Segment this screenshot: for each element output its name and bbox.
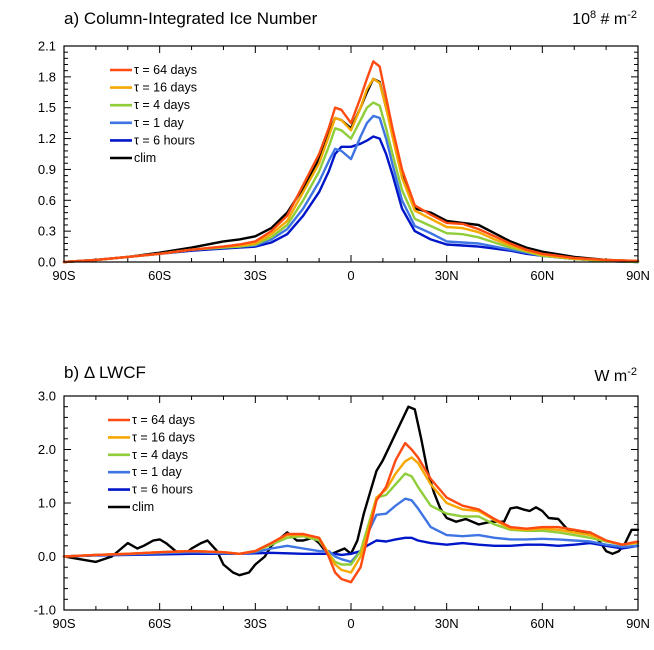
legend-item-tau-4-days: τ = 4 days	[110, 98, 190, 112]
panel-a: a) Column-Integrated Ice Number 108 # m-…	[38, 9, 650, 283]
panel-b-frame	[63, 395, 639, 611]
series-line-tau-64-days	[62, 441, 640, 584]
legend-item-clim: clim	[110, 151, 156, 165]
x-tick-label: 90S	[52, 268, 75, 283]
legend-item-tau-6-hours: τ = 6 hours	[108, 483, 193, 497]
legend-item-tau-6-hours: τ = 6 hours	[110, 133, 195, 147]
legend-label: τ = 1 day	[134, 116, 185, 130]
legend-label: τ = 64 days	[132, 413, 195, 427]
y-tick-label: 3.0	[38, 389, 56, 404]
x-tick-label: 90N	[626, 268, 650, 283]
panel-b: b) Δ LWCF W m-2 90S 60S 30S 0 30N 60N 90N -1.0…	[34, 363, 650, 631]
legend-label: τ = 16 days	[134, 81, 197, 95]
series-line-tau-64-days	[62, 60, 640, 264]
x-tick-label: 60N	[530, 268, 554, 283]
legend-label: τ = 4 days	[132, 448, 188, 462]
legend-label: τ = 6 hours	[132, 483, 193, 497]
y-tick-label: 1.2	[38, 131, 56, 146]
legend-item-tau-16-days: τ = 16 days	[110, 81, 197, 95]
y-tick-label: 1.5	[38, 100, 56, 115]
y-tick-label: 2.1	[38, 39, 56, 54]
legend-item-tau-1-day: τ = 1 day	[110, 116, 185, 130]
y-tick-label: 0.0	[38, 255, 56, 270]
x-tick-label: 30N	[435, 268, 459, 283]
legend-label: τ = 64 days	[134, 63, 197, 77]
legend-label: clim	[134, 151, 156, 165]
panel-a-x-axis: 90S 60S 30S 0 30N 60N 90N	[52, 46, 650, 283]
panel-b-title: b) Δ LWCF	[64, 363, 146, 382]
legend-item-tau-64-days: τ = 64 days	[108, 413, 195, 427]
y-tick-label: 0.3	[38, 224, 56, 239]
x-tick-label: 30S	[244, 616, 267, 631]
panel-b-x-axis: 90S 60S 30S 0 30N 60N 90N	[52, 396, 650, 631]
legend-label: τ = 1 day	[132, 465, 183, 479]
panel-a-plot-area	[62, 60, 640, 264]
y-tick-label: 1.8	[38, 69, 56, 84]
y-tick-label: 1.0	[38, 496, 56, 511]
y-tick-label: 0.0	[38, 549, 56, 564]
legend-item-tau-64-days: τ = 64 days	[110, 63, 197, 77]
panel-a-frame	[63, 45, 639, 263]
x-tick-label: 0	[347, 268, 354, 283]
panel-a-units: 108 # m-2	[572, 9, 637, 28]
legend-label: τ = 4 days	[134, 98, 190, 112]
x-tick-label: 30N	[435, 616, 459, 631]
x-tick-label: 30S	[244, 268, 267, 283]
panel-b-plot-area	[62, 405, 640, 584]
x-tick-label: 90S	[52, 616, 75, 631]
legend-label: τ = 16 days	[132, 430, 195, 444]
panel-b-units: W m-2	[594, 366, 637, 385]
x-tick-label: 60N	[530, 616, 554, 631]
panel-a-legend: τ = 64 days τ = 16 days τ = 4 days τ = 1 da…	[110, 63, 197, 165]
y-tick-label: 0.9	[38, 162, 56, 177]
x-tick-label: 0	[347, 616, 354, 631]
legend-item-tau-16-days: τ = 16 days	[108, 430, 195, 444]
y-tick-label: -1.0	[34, 603, 56, 618]
y-tick-label: 2.0	[38, 442, 56, 457]
y-tick-label: 0.6	[38, 193, 56, 208]
legend-label: τ = 6 hours	[134, 133, 195, 147]
panel-b-legend: τ = 64 days τ = 16 days τ = 4 days τ = 1 da…	[108, 413, 195, 514]
x-tick-label: 60S	[148, 616, 171, 631]
x-tick-label: 90N	[626, 616, 650, 631]
legend-item-tau-4-days: τ = 4 days	[108, 448, 188, 462]
x-tick-label: 60S	[148, 268, 171, 283]
legend-item-clim: clim	[108, 500, 154, 514]
panel-a-title: a) Column-Integrated Ice Number	[64, 9, 318, 28]
panel-b-y-axis: -1.0 0.0 1.0 2.0 3.0	[34, 389, 638, 618]
legend-item-tau-1-day: τ = 1 day	[108, 465, 183, 479]
panel-a-y-axis: 0.0 0.3 0.6 0.9 1.2 1.5 1.8 2.1	[38, 39, 638, 270]
legend-label: clim	[132, 500, 154, 514]
